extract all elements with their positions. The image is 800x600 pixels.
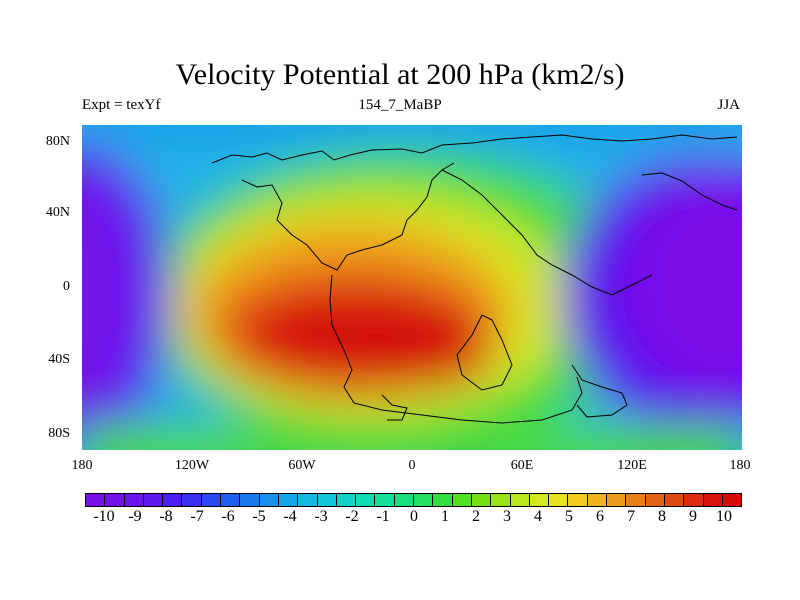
colorbar-swatch [587,494,608,506]
case-label: 154_7_MaBP [358,97,442,113]
colorbar-label: -4 [283,508,297,525]
colorbar-swatch [105,494,125,506]
lat-tick-label: 80S [48,426,70,441]
colorbar-swatch [163,494,183,506]
colorbar-swatch [510,494,530,506]
lat-tick-label: 40S [48,352,70,367]
colorbar-label: -6 [221,508,235,525]
chart-title: Velocity Potential at 200 hPa (km2/s) [175,58,625,91]
colorbar-swatch [240,494,260,506]
colorbar-label: -8 [159,508,173,525]
lat-tick-label: 0 [63,279,70,294]
colorbar-swatch [414,494,434,506]
colorbar-label: 8 [658,508,666,525]
lon-tick-label: 0 [408,458,416,473]
map-plot-area [82,125,742,450]
colorbar-label: 0 [410,508,418,525]
lat-tick-label: 40N [45,205,70,220]
lon-tick-label: 180 [729,458,751,473]
colorbar-swatch [452,494,472,506]
colorbar-label: 4 [534,508,542,525]
experiment-label: Expt = texYf [82,97,161,113]
lat-tick-label: 80N [45,134,70,149]
colorbar-swatch [684,494,704,506]
colorbar-swatch [298,494,318,506]
lon-tick-label: 60W [288,458,316,473]
colorbar-label: 9 [689,508,697,525]
colorbar-swatch [356,494,376,506]
colorbar-swatch [529,494,550,506]
colorbar-label: -7 [190,508,204,525]
colorbar [85,493,742,507]
colorbar-swatch [182,494,202,506]
velocity-potential-map [82,125,742,450]
colorbar-label: 3 [503,508,511,525]
colorbar-swatch [336,494,357,506]
colorbar-label: 6 [596,508,604,525]
colorbar-swatch [278,494,299,506]
colorbar-swatch [259,494,279,506]
colorbar-swatch [607,494,627,506]
colorbar-label: -3 [314,508,328,525]
colorbar-swatch [626,494,646,506]
colorbar-label: -10 [93,508,115,525]
colorbar-swatch [433,494,453,506]
season-label: JJA [717,97,740,113]
colorbar-swatch [549,494,569,506]
colorbar-swatch [491,494,511,506]
colorbar-label: -9 [128,508,142,525]
colorbar-label: -5 [252,508,266,525]
colorbar-swatch [375,494,395,506]
colorbar-swatch [664,494,685,506]
colorbar-label: 10 [716,508,732,525]
lon-tick-label: 120E [617,458,647,473]
colorbar-swatch [201,494,222,506]
colorbar-label: -1 [376,508,390,525]
colorbar-label: 5 [565,508,573,525]
colorbar-swatch [86,494,106,506]
field-shading [82,125,742,450]
colorbar-swatch [471,494,492,506]
colorbar-swatch [645,494,665,506]
colorbar-label: 1 [441,508,449,525]
colorbar-swatch [124,494,144,506]
colorbar-label: -2 [345,508,359,525]
colorbar-swatch [568,494,588,506]
colorbar-swatch [143,494,164,506]
lon-tick-label: 180 [71,458,93,473]
lon-tick-label: 60E [510,458,534,473]
coastlines [211,134,738,424]
colorbar-swatch [394,494,415,506]
colorbar-label: 2 [472,508,480,525]
colorbar-swatch [221,494,241,506]
colorbar-swatch [722,494,742,506]
colorbar-swatch [317,494,337,506]
lon-tick-label: 120W [174,458,210,473]
colorbar-label: 7 [627,508,635,525]
colorbar-swatch [703,494,723,506]
